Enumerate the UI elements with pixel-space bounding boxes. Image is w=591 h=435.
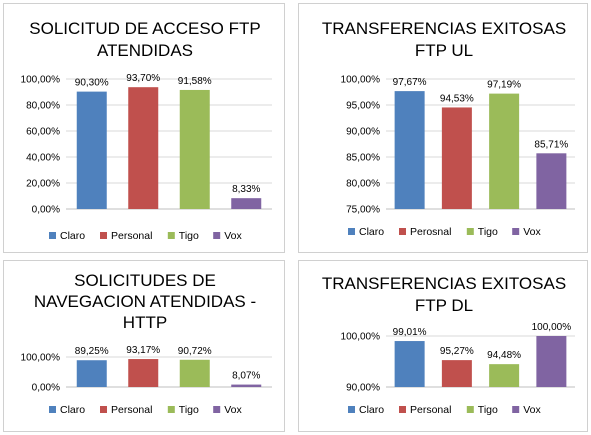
bar-claro xyxy=(76,91,107,209)
legend-label: Tigo xyxy=(179,404,199,416)
y-tick-label: 90,00% xyxy=(346,383,380,394)
legend-label: Vox xyxy=(224,230,242,242)
y-tick-label: 20,00% xyxy=(26,179,60,190)
data-label: 100,00% xyxy=(532,322,572,333)
data-label: 8,33% xyxy=(232,184,260,195)
legend-swatch xyxy=(49,406,56,413)
legend-label: Claro xyxy=(359,226,384,238)
data-label: 89,25% xyxy=(75,346,109,357)
y-tick-label: 100,00% xyxy=(21,353,61,364)
legend-label: Personal xyxy=(111,404,152,416)
chart-panel-ftp-dl: TRANSFERENCIAS EXITOSAS FTP DL 90,00% 100,0… xyxy=(298,260,588,432)
legend-swatch xyxy=(348,228,355,235)
legend-label: Vox xyxy=(523,226,541,238)
legend-label: Tigo xyxy=(478,226,498,238)
chart-ftp-dl: TRANSFERENCIAS EXITOSAS FTP DL 90,00% 100,0… xyxy=(322,274,575,416)
legend-swatch xyxy=(512,406,520,413)
chart-title-line: FTP UL xyxy=(415,41,473,60)
data-label: 85,71% xyxy=(534,139,568,150)
bar-personal xyxy=(128,359,159,387)
legend-swatch xyxy=(167,232,175,239)
chart-title-line: NAVEGACION ATENDIDAS - xyxy=(34,292,256,311)
bar-tigo xyxy=(489,93,520,209)
bar-claro xyxy=(76,360,107,387)
y-tick-label: 75,00% xyxy=(346,205,380,216)
chart-title-line: HTTP xyxy=(123,313,167,332)
chart-panel-ftp-ul: TRANSFERENCIAS EXITOSAS FTP UL 75,00% 80,00… xyxy=(298,3,588,253)
legend-label: Vox xyxy=(523,404,541,416)
chart-title-line: SOLICITUDES DE xyxy=(74,271,216,290)
legend-swatch xyxy=(213,406,221,413)
chart-title-line: TRANSFERENCIAS EXITOSAS xyxy=(322,274,566,293)
y-tick-label: 80,00% xyxy=(346,179,380,190)
bar-vox xyxy=(231,198,262,209)
legend-swatch xyxy=(399,406,406,413)
y-tick-label: 100,00% xyxy=(341,75,381,86)
legend-swatch xyxy=(100,232,107,239)
bar-claro xyxy=(394,91,425,209)
bar-vox xyxy=(536,153,567,209)
legend-swatch xyxy=(512,228,520,235)
y-tick-label: 40,00% xyxy=(26,153,60,164)
data-label: 93,17% xyxy=(126,345,160,356)
legend-label: Perosnal xyxy=(410,226,451,238)
data-label: 93,70% xyxy=(126,73,160,84)
y-tick-label: 100,00% xyxy=(341,332,381,343)
legend-label: Claro xyxy=(60,230,85,242)
chart-title-line: SOLICITUD DE ACCESO FTP xyxy=(29,19,260,38)
data-label: 97,19% xyxy=(487,80,521,91)
y-tick-label: 85,00% xyxy=(346,153,380,164)
legend-swatch xyxy=(49,232,56,239)
legend-label: Vox xyxy=(224,404,242,416)
bar-tigo xyxy=(489,364,520,387)
data-label: 91,58% xyxy=(178,76,212,87)
chart-title-line: FTP DL xyxy=(415,296,473,315)
chart-panel-http: SOLICITUDES DE NAVEGACION ATENDIDAS - HTTP… xyxy=(3,260,285,432)
data-label: 90,72% xyxy=(178,346,212,357)
y-tick-label: 60,00% xyxy=(26,127,60,138)
data-label: 90,30% xyxy=(75,78,109,89)
data-label: 99,01% xyxy=(393,327,427,338)
y-tick-label: 100,00% xyxy=(21,75,61,86)
legend-swatch xyxy=(100,406,107,413)
legend-label: Claro xyxy=(60,404,85,416)
legend-swatch xyxy=(466,406,474,413)
y-tick-label: 80,00% xyxy=(26,101,60,112)
legend-swatch xyxy=(466,228,474,235)
legend-label: Personal xyxy=(410,404,451,416)
bar-personal xyxy=(128,87,159,209)
chart-title-line: ATENDIDAS xyxy=(97,41,193,60)
legend-label: Personal xyxy=(111,230,152,242)
data-label: 8,07% xyxy=(232,371,260,382)
data-label: 94,48% xyxy=(487,350,521,361)
legend-swatch xyxy=(348,406,355,413)
y-tick-label: 0,00% xyxy=(32,205,60,216)
chart-title-line: TRANSFERENCIAS EXITOSAS xyxy=(322,19,566,38)
bar-claro xyxy=(394,341,425,387)
legend-label: Tigo xyxy=(478,404,498,416)
bar-personal xyxy=(441,360,472,387)
bar-vox xyxy=(536,336,567,387)
chart-ftp-access: SOLICITUD DE ACCESO FTP ATENDIDAS 0,00% 20,… xyxy=(21,19,272,242)
legend-label: Claro xyxy=(359,404,384,416)
legend-label: Tigo xyxy=(179,230,199,242)
legend-swatch xyxy=(399,228,406,235)
chart-http: SOLICITUDES DE NAVEGACION ATENDIDAS - HTTP… xyxy=(21,271,272,416)
y-tick-label: 90,00% xyxy=(346,127,380,138)
chart-ftp-ul: TRANSFERENCIAS EXITOSAS FTP UL 75,00% 80,00… xyxy=(322,19,575,238)
y-tick-label: 0,00% xyxy=(32,383,60,394)
bar-vox xyxy=(231,384,262,387)
bar-tigo xyxy=(179,359,210,387)
bar-perosnal xyxy=(441,107,472,209)
data-label: 94,53% xyxy=(440,93,474,104)
legend-swatch xyxy=(213,232,221,239)
legend-swatch xyxy=(167,406,175,413)
data-label: 95,27% xyxy=(440,346,474,357)
chart-panel-ftp-access: SOLICITUD DE ACCESO FTP ATENDIDAS 0,00% 20,… xyxy=(3,3,285,253)
data-label: 97,67% xyxy=(393,77,427,88)
bar-tigo xyxy=(179,89,210,209)
y-tick-label: 95,00% xyxy=(346,101,380,112)
